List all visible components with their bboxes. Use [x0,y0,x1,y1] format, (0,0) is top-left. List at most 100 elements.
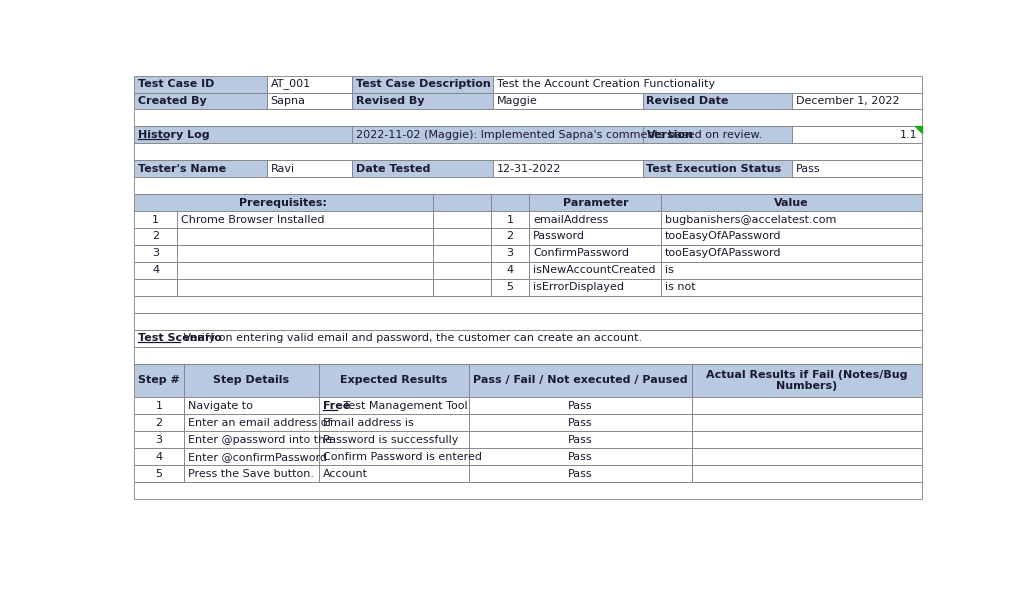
Text: Pass: Pass [568,452,593,461]
Bar [134,414,183,431]
Text: bugbanishers@accelatest.com: bugbanishers@accelatest.com [665,214,837,225]
Text: Pass / Fail / Not executed / Paused: Pass / Fail / Not executed / Paused [473,376,688,385]
Bar [134,296,922,313]
Text: Verify on entering valid email and password, the customer can create an account.: Verify on entering valid email and passw… [180,333,642,343]
Bar [643,126,793,143]
Bar [493,160,643,177]
Text: Tester's Name: Tester's Name [138,164,226,174]
Bar [318,448,469,465]
Bar [134,347,922,364]
Text: Navigate to: Navigate to [187,401,253,411]
Bar [662,245,922,262]
Bar [134,76,266,92]
Text: 4: 4 [152,265,159,275]
Text: Step Details: Step Details [213,376,290,385]
Text: Created By: Created By [138,96,207,106]
Text: AT_001: AT_001 [270,79,310,89]
Text: 2: 2 [156,418,163,428]
Text: Maggie: Maggie [497,96,538,106]
Bar [793,92,922,109]
Text: Enter an email address of: Enter an email address of [187,418,331,428]
Bar [529,228,662,245]
Text: Test Execution Status: Test Execution Status [646,164,781,174]
Bar [692,364,922,397]
Bar [432,228,490,245]
Bar [469,448,692,465]
Bar [183,448,318,465]
Bar [183,465,318,482]
Bar [177,245,432,262]
Bar [643,160,793,177]
Polygon shape [914,126,922,133]
Bar [134,262,177,279]
Bar [493,92,643,109]
Bar [529,245,662,262]
Text: Account: Account [323,469,368,478]
Text: Email address is: Email address is [323,418,414,428]
Text: 4: 4 [507,265,514,275]
Text: Pass: Pass [568,401,593,411]
Bar [134,397,183,414]
Bar [134,364,183,397]
Text: 1: 1 [152,214,159,225]
Bar [432,194,490,211]
Bar [318,364,469,397]
Bar [134,279,177,296]
Bar [177,262,432,279]
Text: December 1, 2022: December 1, 2022 [796,96,900,106]
Text: Password: Password [534,231,586,242]
Bar [793,160,922,177]
Text: 12-31-2022: 12-31-2022 [497,164,561,174]
Text: 4: 4 [156,452,163,461]
Bar [529,211,662,228]
Text: Pass: Pass [796,164,820,174]
Bar [318,465,469,482]
Text: Enter @confirmPassword: Enter @confirmPassword [187,452,327,461]
Bar [183,431,318,448]
Text: Expected Results: Expected Results [340,376,447,385]
Bar [134,126,352,143]
Bar [183,364,318,397]
Text: is not: is not [665,282,695,292]
Text: Date Tested: Date Tested [356,164,430,174]
Text: is: is [665,265,674,275]
Bar [793,126,922,143]
Bar [469,397,692,414]
Bar [352,92,493,109]
Text: Test Management Tool: Test Management Tool [340,401,467,411]
Text: Pass: Pass [568,469,593,478]
Bar [662,211,922,228]
Text: Value: Value [774,198,809,208]
Bar [469,465,692,482]
Text: 1: 1 [507,214,514,225]
Text: Password is successfully: Password is successfully [323,435,458,445]
Bar [469,431,692,448]
Text: 1: 1 [156,401,163,411]
Bar [266,92,352,109]
Bar [134,431,183,448]
Bar [134,313,922,330]
Bar [134,160,266,177]
Text: Pass: Pass [568,435,593,445]
Text: Ravi: Ravi [270,164,295,174]
Bar [692,431,922,448]
Text: tooEasyOfAPassword: tooEasyOfAPassword [665,248,781,259]
Bar [490,194,529,211]
Bar [266,76,352,92]
Text: 3: 3 [152,248,159,259]
Bar [134,194,432,211]
Bar [183,397,318,414]
Text: 2: 2 [152,231,159,242]
Text: Test Case Description: Test Case Description [356,79,490,89]
Bar [134,465,183,482]
Bar [177,228,432,245]
Text: Test Scenario: Test Scenario [138,333,222,343]
Text: isNewAccountCreated: isNewAccountCreated [534,265,655,275]
Bar [662,279,922,296]
Text: Test Case ID: Test Case ID [138,79,214,89]
Bar [134,448,183,465]
Bar [134,177,922,194]
Text: 2: 2 [507,231,514,242]
Bar [177,211,432,228]
Text: Revised Date: Revised Date [646,96,729,106]
